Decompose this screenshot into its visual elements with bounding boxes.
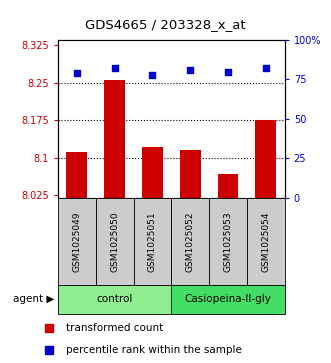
Text: control: control [96,294,133,305]
Text: GDS4665 / 203328_x_at: GDS4665 / 203328_x_at [85,18,246,31]
Point [188,67,193,73]
Text: GSM1025050: GSM1025050 [110,211,119,272]
Bar [96,198,133,285]
Bar [209,198,247,285]
Bar [247,198,285,285]
Text: GSM1025053: GSM1025053 [223,211,232,272]
Bar [67,152,87,198]
Point [225,69,231,74]
Text: agent ▶: agent ▶ [13,294,55,305]
Bar [104,80,125,198]
Bar [171,198,209,285]
Text: GSM1025052: GSM1025052 [186,211,195,272]
Bar [133,198,171,285]
Point [263,65,268,71]
Text: percentile rank within the sample: percentile rank within the sample [66,345,242,355]
Point [112,65,117,71]
Text: GSM1025051: GSM1025051 [148,211,157,272]
Bar [58,285,171,314]
Bar [171,285,285,314]
Point [150,72,155,78]
Text: Casiopeina-II-gly: Casiopeina-II-gly [185,294,271,305]
Text: GSM1025049: GSM1025049 [72,211,81,272]
Text: transformed count: transformed count [66,323,163,333]
Bar [217,174,238,198]
Text: GSM1025054: GSM1025054 [261,211,270,272]
Bar [58,198,96,285]
Bar [256,120,276,198]
Point [74,70,79,76]
Bar [180,150,201,198]
Bar [142,147,163,198]
